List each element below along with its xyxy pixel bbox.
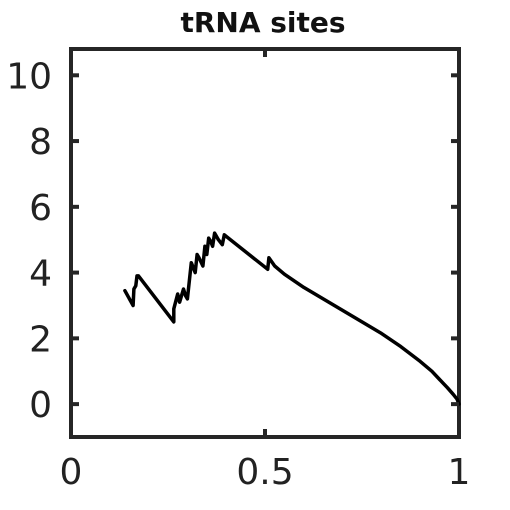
x-tick-label: 0.5 <box>236 452 293 493</box>
chart-title: tRNA sites <box>180 6 345 39</box>
series-line-0 <box>123 231 461 406</box>
y-axis: 0 2 4 6 8 10 <box>6 56 459 426</box>
y-tick-label: 10 <box>6 56 52 97</box>
x-tick-label: 1 <box>448 452 471 493</box>
series-group <box>123 231 461 406</box>
x-tick-label: 0 <box>60 452 83 493</box>
x-axis: 0 0.5 1 <box>60 49 471 493</box>
y-tick-label: 4 <box>29 254 52 295</box>
y-tick-label: 0 <box>29 385 52 426</box>
y-tick-label: 6 <box>29 188 52 229</box>
y-tick-label: 8 <box>29 122 52 163</box>
y-tick-label: 2 <box>29 319 52 360</box>
plot-area <box>69 47 461 439</box>
axes-box <box>69 47 461 439</box>
